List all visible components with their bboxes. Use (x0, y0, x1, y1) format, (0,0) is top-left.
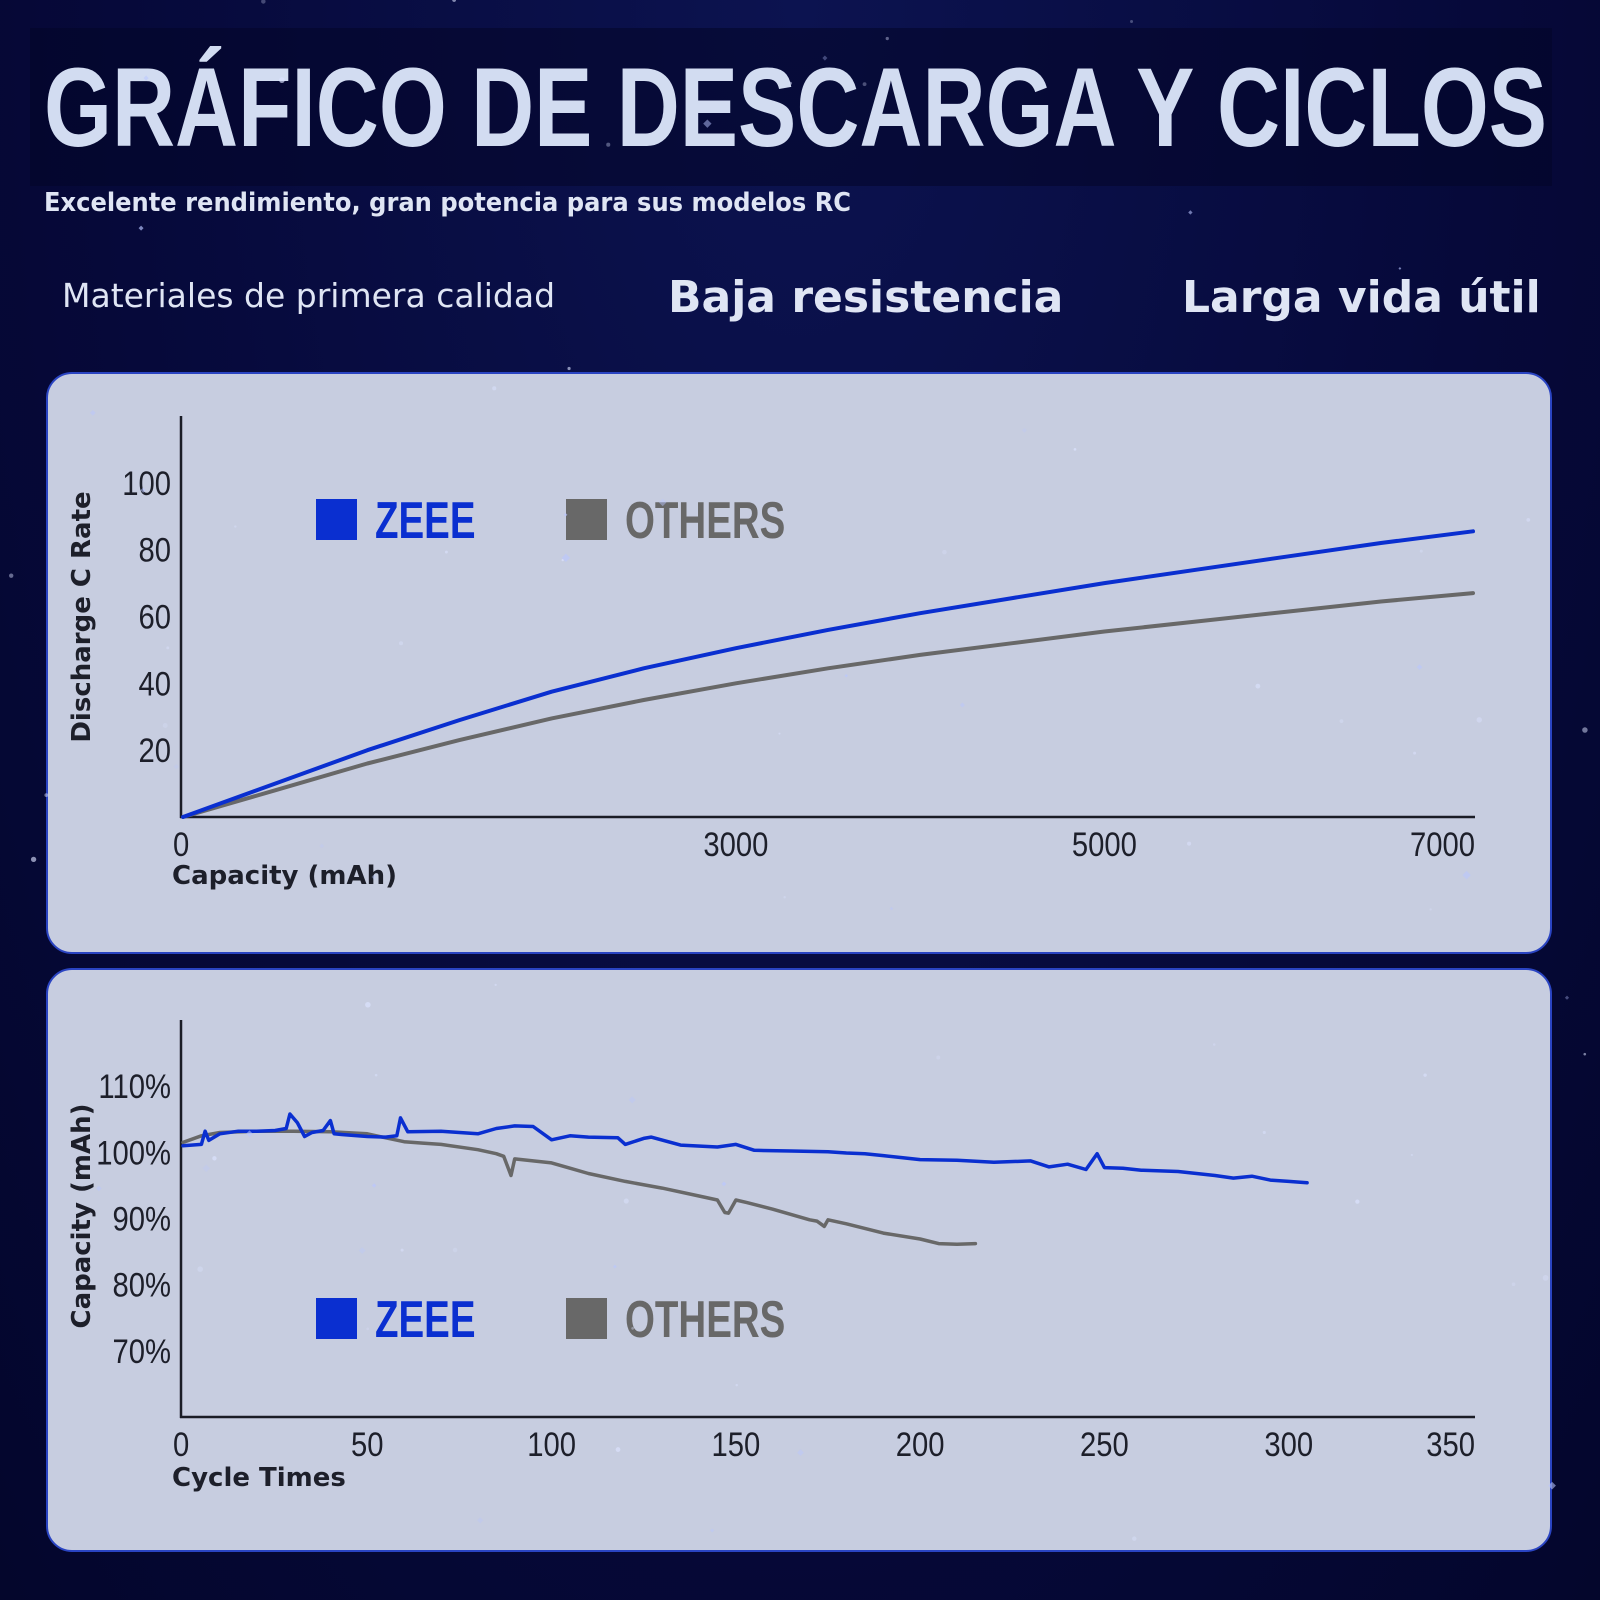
legend-label-others: OTHERS (625, 1290, 785, 1348)
title-band (30, 28, 1552, 186)
legend-swatch-others (566, 1298, 607, 1339)
cycle-x-tick-label: 0 (173, 1425, 189, 1464)
cycle-x-tick-label: 100 (527, 1425, 576, 1464)
discharge-y-tick-label: 100 (122, 464, 171, 503)
discharge-y-tick-label: 40 (138, 664, 171, 703)
discharge-x-tick-label: 3000 (703, 825, 768, 864)
page-title: GRÁFICO DE DESCARGA Y CICLOS (44, 45, 1548, 170)
cycle-chart-panel: 70% 80% 90% 100% 110% 0 50 100 150 200 250 300 350 Cy… (46, 968, 1552, 1552)
cycle-x-tick-label: 150 (711, 1425, 760, 1464)
discharge-x-tick-label: 5000 (1072, 825, 1137, 864)
legend-swatch-zeee (316, 1298, 357, 1339)
cycle-x-tick-label: 350 (1426, 1425, 1475, 1464)
legend-label-others: OTHERS (625, 491, 785, 549)
feature-low-resistance: Baja resistencia (668, 272, 1064, 323)
cycle-x-tick-label: 250 (1080, 1425, 1129, 1464)
legend-label-zeee: ZEEE (375, 491, 475, 549)
series-line-others (181, 591, 1475, 819)
cycle-x-axis-title: Cycle Times (172, 1463, 346, 1493)
series-line-others (181, 1129, 978, 1247)
feature-long-life: Larga vida útil (1182, 272, 1541, 323)
cycle-chart: 70% 80% 90% 100% 110% 0 50 100 150 200 250 300 350 Cy… (67, 1020, 1475, 1493)
discharge-x-axis-title: Capacity (mAh) (172, 861, 397, 891)
discharge-y-axis-title: Discharge C Rate (67, 491, 97, 742)
feature-materials: Materiales de primera calidad (62, 276, 556, 315)
discharge-y-tick-label: 80 (138, 531, 171, 570)
series-line-zeee (181, 529, 1475, 819)
cycle-y-tick-label: 70% (113, 1332, 171, 1371)
cycle-x-tick-label: 50 (351, 1425, 384, 1464)
cycle-x-tick-label: 200 (896, 1425, 945, 1464)
series-line-zeee (181, 1112, 1309, 1185)
discharge-x-tick-label: 0 (173, 825, 189, 864)
legend-swatch-others (566, 499, 607, 540)
cycle-y-tick-label: 110% (98, 1067, 171, 1106)
legend-label-zeee: ZEEE (375, 1290, 475, 1348)
cycle-y-tick-label: 80% (113, 1266, 171, 1305)
discharge-chart-panel: 20 40 60 80 100 0 3000 5000 7000 Capacity (mAh) Di… (46, 372, 1552, 954)
cycle-y-tick-label: 100% (96, 1133, 171, 1172)
legend-swatch-zeee (316, 499, 357, 540)
discharge-y-tick-label: 20 (138, 731, 171, 770)
page-subtitle: Excelente rendimiento, gran potencia par… (44, 188, 852, 218)
cycle-x-tick-label: 300 (1264, 1425, 1313, 1464)
cycle-y-axis-title: Capacity (mAh) (67, 1103, 97, 1328)
discharge-y-tick-label: 60 (138, 597, 171, 636)
discharge-x-tick-label: 7000 (1410, 825, 1475, 864)
cycle-y-tick-label: 90% (113, 1199, 171, 1238)
